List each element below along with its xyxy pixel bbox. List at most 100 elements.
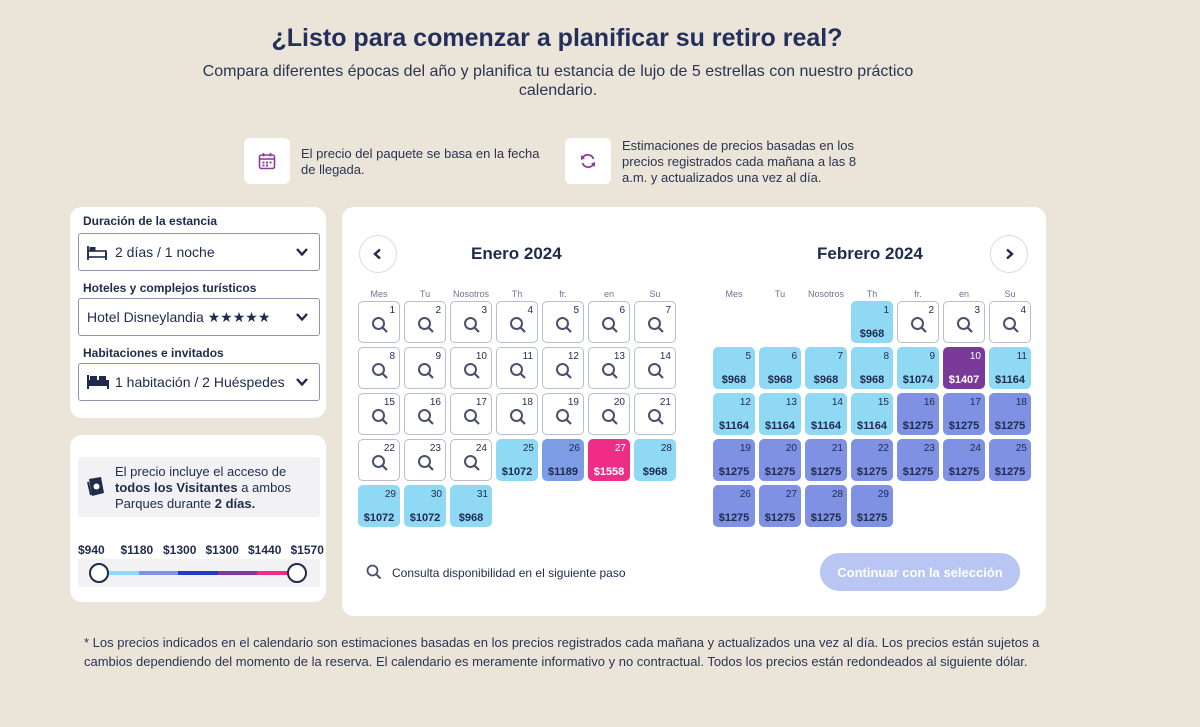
calendar-day[interactable]: 3 xyxy=(450,301,492,343)
calendar-day[interactable]: 25 $1275 xyxy=(989,439,1031,481)
calendar-day[interactable]: 26 $1275 xyxy=(713,485,755,527)
calendar-day[interactable]: 5 xyxy=(542,301,584,343)
day-price: $968 xyxy=(458,512,484,524)
calendar-day[interactable]: 19 xyxy=(542,393,584,435)
calendar-day[interactable]: 29 $1275 xyxy=(851,485,893,527)
calendar-day[interactable]: 18 $1275 xyxy=(989,393,1031,435)
calendar-day[interactable]: 15 xyxy=(358,393,400,435)
calendar-day[interactable]: 3 xyxy=(943,301,985,343)
calendar-day[interactable]: 11 xyxy=(496,347,538,389)
day-number: 28 xyxy=(660,443,672,454)
calendar-day[interactable]: 24 xyxy=(450,439,492,481)
day-price: $1275 xyxy=(902,466,934,478)
footnote: * Los precios indicados en el calendario… xyxy=(84,635,1040,669)
calendar-day[interactable]: 1 $968 xyxy=(851,301,893,343)
calendar-day[interactable]: 23 $1275 xyxy=(897,439,939,481)
calendar-day[interactable]: 23 xyxy=(404,439,446,481)
calendar-day[interactable]: 27 $1558 xyxy=(588,439,630,481)
calendar-day[interactable]: 16 $1275 xyxy=(897,393,939,435)
calendar-day[interactable]: 17 xyxy=(450,393,492,435)
continue-button[interactable]: Continuar con la selección xyxy=(820,553,1020,591)
calendar-day[interactable]: 1 xyxy=(358,301,400,343)
calendar-day[interactable]: 2 xyxy=(404,301,446,343)
calendar-day[interactable]: 2 xyxy=(897,301,939,343)
day-price: $1072 xyxy=(363,512,395,524)
calendar-day[interactable]: 21 xyxy=(634,393,676,435)
calendar-day[interactable]: 7 xyxy=(634,301,676,343)
calendar-day[interactable]: 26 $1189 xyxy=(542,439,584,481)
weekday-label: Mes xyxy=(725,289,743,299)
rooms-value: 1 habitación / 2 Huéspedes xyxy=(115,374,285,390)
prev-month-button[interactable] xyxy=(359,235,397,273)
calendar-day[interactable]: 14 $1164 xyxy=(805,393,847,435)
calendar-day[interactable]: 25 $1072 xyxy=(496,439,538,481)
calendar-day[interactable]: 10 $1407 xyxy=(943,347,985,389)
calendar-day[interactable]: 12 $1164 xyxy=(713,393,755,435)
chevron-down-icon xyxy=(295,245,309,262)
calendar-day[interactable]: 6 $968 xyxy=(759,347,801,389)
day-number: 11 xyxy=(522,351,533,362)
rooms-select[interactable]: 1 habitación / 2 Huéspedes xyxy=(78,363,320,401)
calendar-day[interactable]: 11 $1164 xyxy=(989,347,1031,389)
price-scale-label: $1300 xyxy=(163,543,197,557)
calendar-day[interactable]: 6 xyxy=(588,301,630,343)
weekday-label: Mes xyxy=(370,289,388,299)
day-number: 28 xyxy=(831,489,843,500)
calendar-day[interactable]: 29 $1072 xyxy=(358,485,400,527)
search-icon xyxy=(371,362,389,385)
calendar-day[interactable]: 28 $1275 xyxy=(805,485,847,527)
calendar-day[interactable]: 19 $1275 xyxy=(713,439,755,481)
calendar-day[interactable]: 22 $1275 xyxy=(851,439,893,481)
search-icon xyxy=(371,454,389,477)
calendar-day[interactable]: 20 xyxy=(588,393,630,435)
day-number: 15 xyxy=(383,397,395,408)
day-price: $1275 xyxy=(810,466,842,478)
day-price: $968 xyxy=(721,374,747,386)
calendar-day[interactable]: 12 xyxy=(542,347,584,389)
search-icon xyxy=(417,316,435,339)
day-price: $1275 xyxy=(948,420,980,432)
day-number: 23 xyxy=(429,443,441,454)
day-number: 10 xyxy=(969,351,981,362)
calendar-day[interactable]: 15 $1164 xyxy=(851,393,893,435)
duration-select[interactable]: 2 días / 1 noche xyxy=(78,233,320,271)
day-number: 27 xyxy=(785,489,797,500)
min-price-handle[interactable] xyxy=(89,563,109,583)
next-month-button[interactable] xyxy=(990,235,1028,273)
calendar-day[interactable]: 22 xyxy=(358,439,400,481)
calendar-day[interactable]: 13 $1164 xyxy=(759,393,801,435)
calendar-day[interactable]: 8 $968 xyxy=(851,347,893,389)
search-icon xyxy=(463,454,481,477)
calendar-day[interactable]: 7 $968 xyxy=(805,347,847,389)
calendar-day[interactable]: 5 $968 xyxy=(713,347,755,389)
day-number: 13 xyxy=(785,397,797,408)
day-price: $1275 xyxy=(856,466,888,478)
price-range-slider[interactable] xyxy=(78,559,320,587)
day-price: $1072 xyxy=(501,466,533,478)
calendar-day[interactable]: 10 xyxy=(450,347,492,389)
calendar-day[interactable]: 27 $1275 xyxy=(759,485,801,527)
calendar-day[interactable]: 17 $1275 xyxy=(943,393,985,435)
hotel-select[interactable]: Hotel Disneylandia ★★★★★ xyxy=(78,298,320,336)
calendar-day[interactable]: 13 xyxy=(588,347,630,389)
calendar-day[interactable]: 30 $1072 xyxy=(404,485,446,527)
day-number: 20 xyxy=(785,443,797,454)
calendar-day[interactable]: 24 $1275 xyxy=(943,439,985,481)
calendar-day[interactable]: 18 xyxy=(496,393,538,435)
calendar-day[interactable]: 28 $968 xyxy=(634,439,676,481)
calendar-day[interactable]: 14 xyxy=(634,347,676,389)
calendar-day[interactable]: 4 xyxy=(989,301,1031,343)
calendar-day[interactable]: 8 xyxy=(358,347,400,389)
calendar-day[interactable]: 21 $1275 xyxy=(805,439,847,481)
day-price: $1275 xyxy=(902,420,934,432)
max-price-handle[interactable] xyxy=(287,563,307,583)
calendar-day[interactable]: 31 $968 xyxy=(450,485,492,527)
day-number: 2 xyxy=(928,305,934,316)
calendar-day[interactable]: 16 xyxy=(404,393,446,435)
day-price: $1275 xyxy=(764,466,796,478)
calendar-day[interactable]: 9 $1074 xyxy=(897,347,939,389)
calendar-day[interactable]: 9 xyxy=(404,347,446,389)
day-number: 7 xyxy=(837,351,843,362)
calendar-day[interactable]: 20 $1275 xyxy=(759,439,801,481)
calendar-day[interactable]: 4 xyxy=(496,301,538,343)
